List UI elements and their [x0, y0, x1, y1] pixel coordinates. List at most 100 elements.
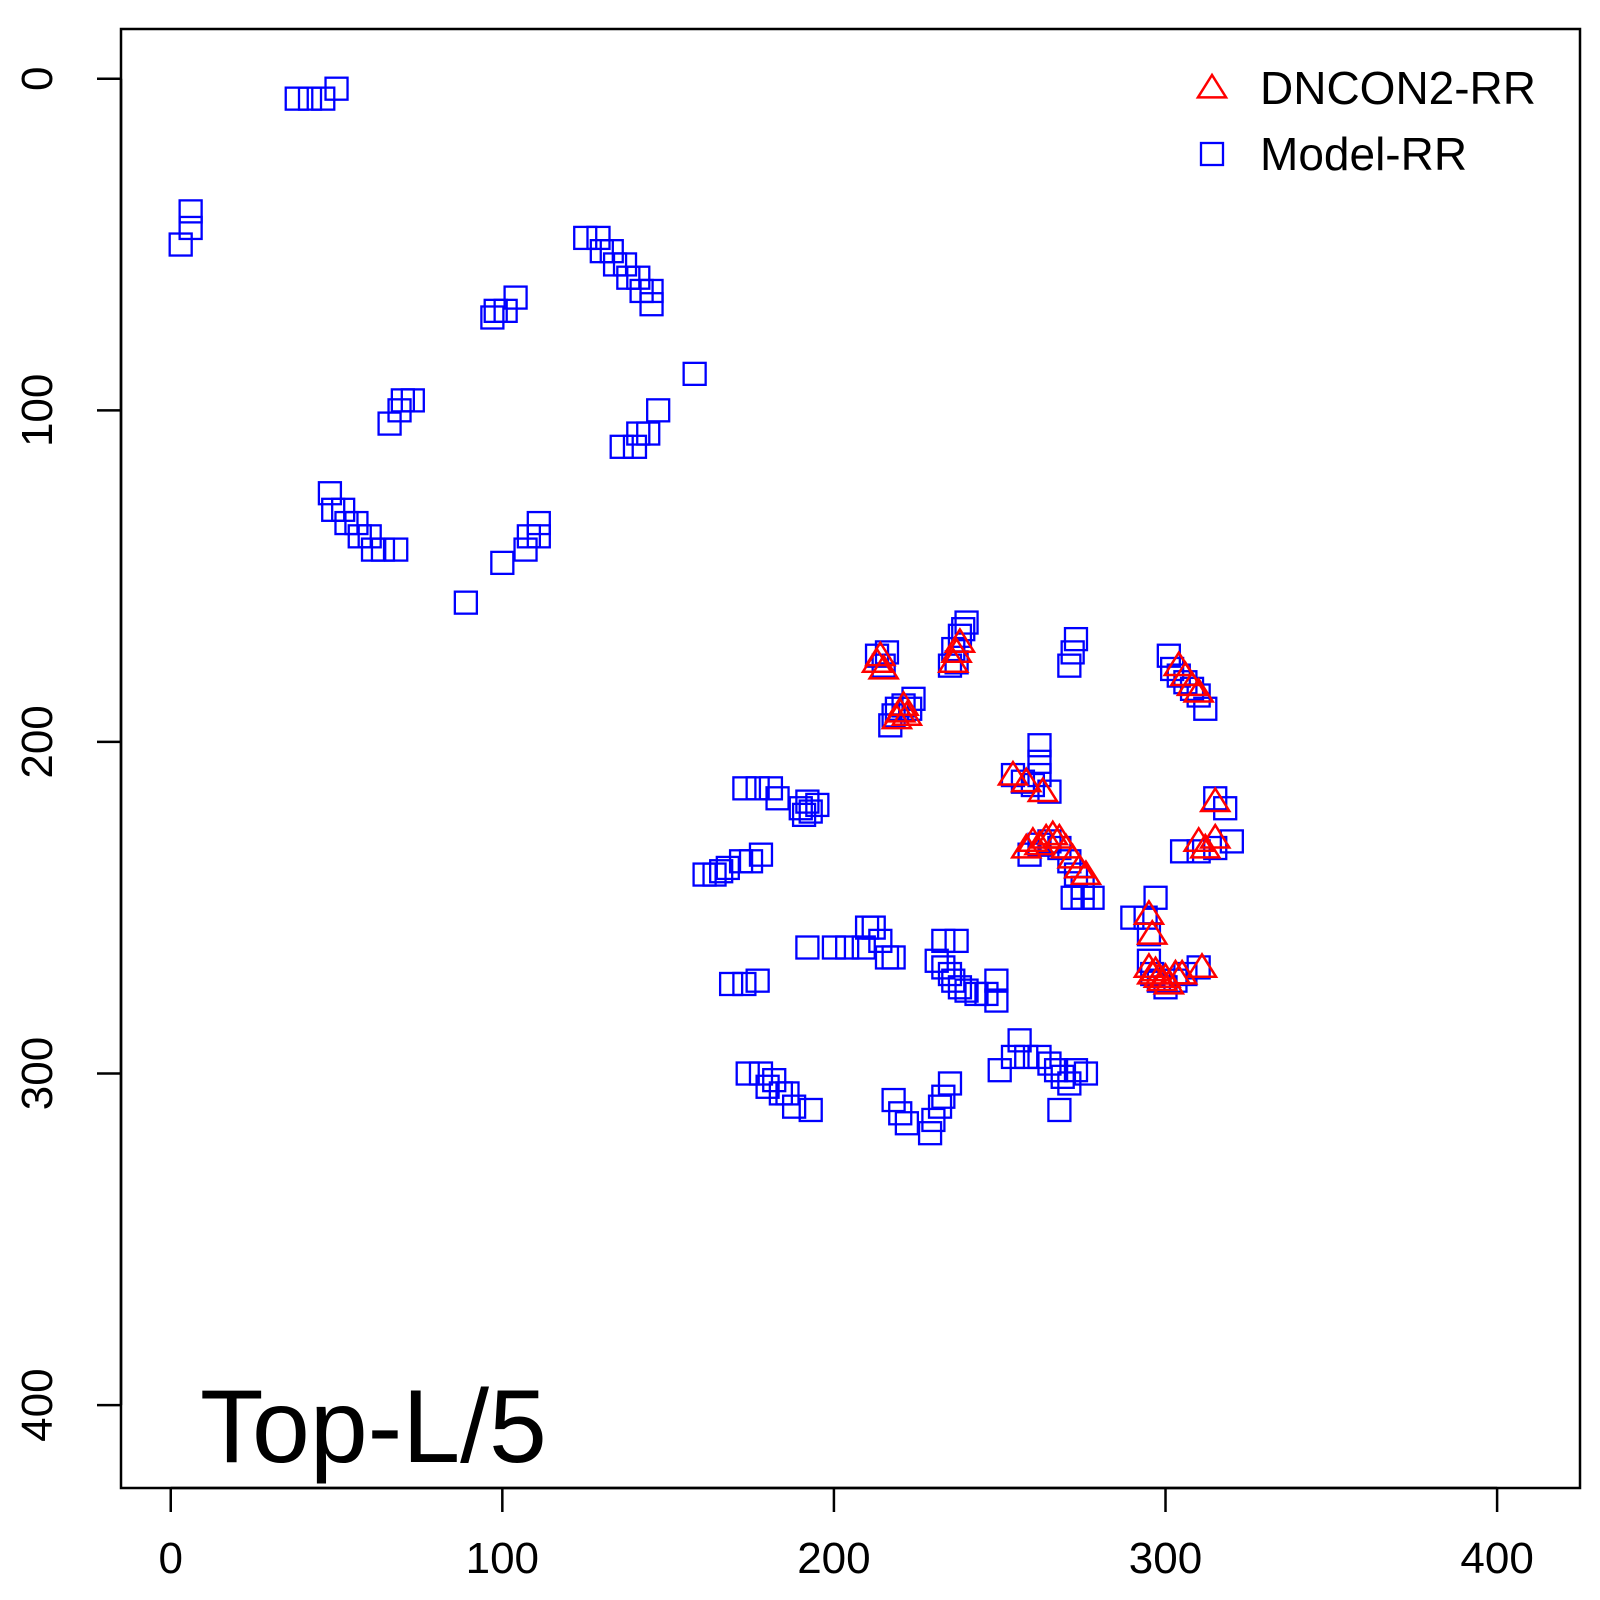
legend-label: DNCON2-RR	[1260, 62, 1536, 114]
data-point-square	[331, 497, 356, 522]
data-point-square	[1027, 749, 1052, 774]
data-point-square	[868, 928, 893, 954]
data-point-square	[178, 215, 203, 241]
x-tick-label: 300	[1129, 1534, 1202, 1583]
data-point-square	[984, 988, 1009, 1013]
data-points	[168, 76, 1244, 1146]
data-point-square	[805, 792, 830, 818]
data-point-square	[639, 292, 664, 317]
data-point-square	[178, 199, 203, 224]
data-point-triangle	[1069, 859, 1103, 886]
y-tick-label: 100	[13, 374, 62, 447]
data-point-square	[1050, 1064, 1075, 1089]
data-point-triangle	[996, 759, 1030, 786]
data-point-square	[622, 434, 648, 459]
data-point-square	[1043, 1058, 1069, 1083]
data-point-square	[1060, 640, 1085, 665]
data-point-triangle	[1009, 766, 1043, 793]
data-point-triangle	[1182, 676, 1215, 703]
data-point-square	[937, 1071, 963, 1096]
data-point-square	[894, 1111, 920, 1136]
y-tick-label: 300	[13, 1037, 62, 1110]
data-point-square	[748, 1061, 774, 1086]
data-point-square	[944, 928, 969, 954]
data-point-square	[1014, 1044, 1039, 1070]
data-point-triangle	[1016, 826, 1050, 853]
data-point-square	[921, 1107, 946, 1133]
data-point-square	[775, 1081, 800, 1106]
data-point-square	[639, 278, 664, 304]
data-point-square	[1037, 1051, 1062, 1076]
data-point-square	[1057, 653, 1082, 678]
data-point-square	[1063, 862, 1089, 887]
data-point-square	[735, 1061, 760, 1086]
data-point-square	[1027, 733, 1052, 758]
data-point-square	[931, 928, 956, 954]
data-point-triangle	[887, 690, 920, 717]
data-point-square	[987, 1058, 1012, 1083]
data-point-square	[1219, 829, 1244, 854]
data-point-triangle	[1198, 786, 1232, 813]
data-point-square	[1073, 1061, 1099, 1086]
data-point-square	[881, 945, 906, 970]
data-point-square	[490, 550, 515, 576]
data-point-square	[1047, 1097, 1072, 1123]
data-point-square	[357, 524, 382, 549]
data-point-square	[284, 86, 309, 111]
data-point-square	[718, 971, 744, 997]
data-point-square	[480, 305, 505, 330]
legend: DNCON2-RR Model-RR	[1195, 62, 1536, 180]
data-point-square	[503, 285, 528, 310]
data-point-square	[835, 935, 860, 960]
x-tick-label: 400	[1460, 1534, 1533, 1583]
data-point-square	[755, 1074, 780, 1099]
y-axis: 0 100 200 300 400	[13, 66, 123, 1442]
data-point-square	[798, 1097, 823, 1123]
data-point-square	[1213, 796, 1238, 821]
series-model-rr	[168, 76, 1244, 1146]
data-point-square	[732, 971, 757, 997]
data-point-square	[526, 524, 551, 549]
data-point-square	[931, 1084, 956, 1109]
data-point-square	[1193, 696, 1218, 721]
data-point-square	[861, 915, 886, 940]
data-point-triangle	[1198, 822, 1232, 849]
data-point-square	[573, 225, 598, 251]
data-point-square	[526, 510, 551, 536]
x-axis: 0 100 200 300 400	[158, 1486, 1534, 1583]
data-point-square	[745, 776, 770, 801]
data-point-square	[626, 265, 651, 290]
data-point-square	[400, 388, 425, 413]
chart-annotation: Top-L/5	[200, 1369, 547, 1485]
plot-area-frame	[119, 27, 1582, 1490]
data-point-triangle	[1132, 898, 1166, 925]
data-point-square	[513, 537, 538, 562]
data-point-square	[1159, 656, 1185, 682]
data-point-square	[917, 1121, 943, 1146]
data-point-square	[762, 1067, 787, 1093]
data-point-square	[984, 968, 1009, 993]
data-point-square	[609, 434, 634, 459]
data-point-square	[874, 945, 900, 970]
data-point-triangle	[1185, 952, 1219, 979]
data-point-square	[1120, 905, 1145, 930]
data-point-square	[612, 252, 638, 277]
data-point-square	[768, 1081, 794, 1106]
data-point-square	[682, 361, 707, 387]
data-point-triangle	[1135, 918, 1169, 945]
data-point-triangle	[1175, 670, 1209, 697]
x-tick-label: 200	[797, 1534, 870, 1583]
x-tick-label: 0	[158, 1534, 182, 1583]
data-point-square	[851, 935, 876, 960]
data-point-square	[586, 225, 611, 251]
data-point-square	[765, 786, 790, 811]
data-point-square	[317, 481, 343, 506]
data-point-square	[370, 537, 396, 562]
data-point-square	[715, 855, 740, 881]
data-point-square	[1143, 885, 1168, 910]
data-point-square	[646, 398, 671, 423]
data-point-square	[384, 537, 409, 562]
data-point-triangle	[867, 653, 900, 680]
data-point-square	[745, 968, 770, 993]
